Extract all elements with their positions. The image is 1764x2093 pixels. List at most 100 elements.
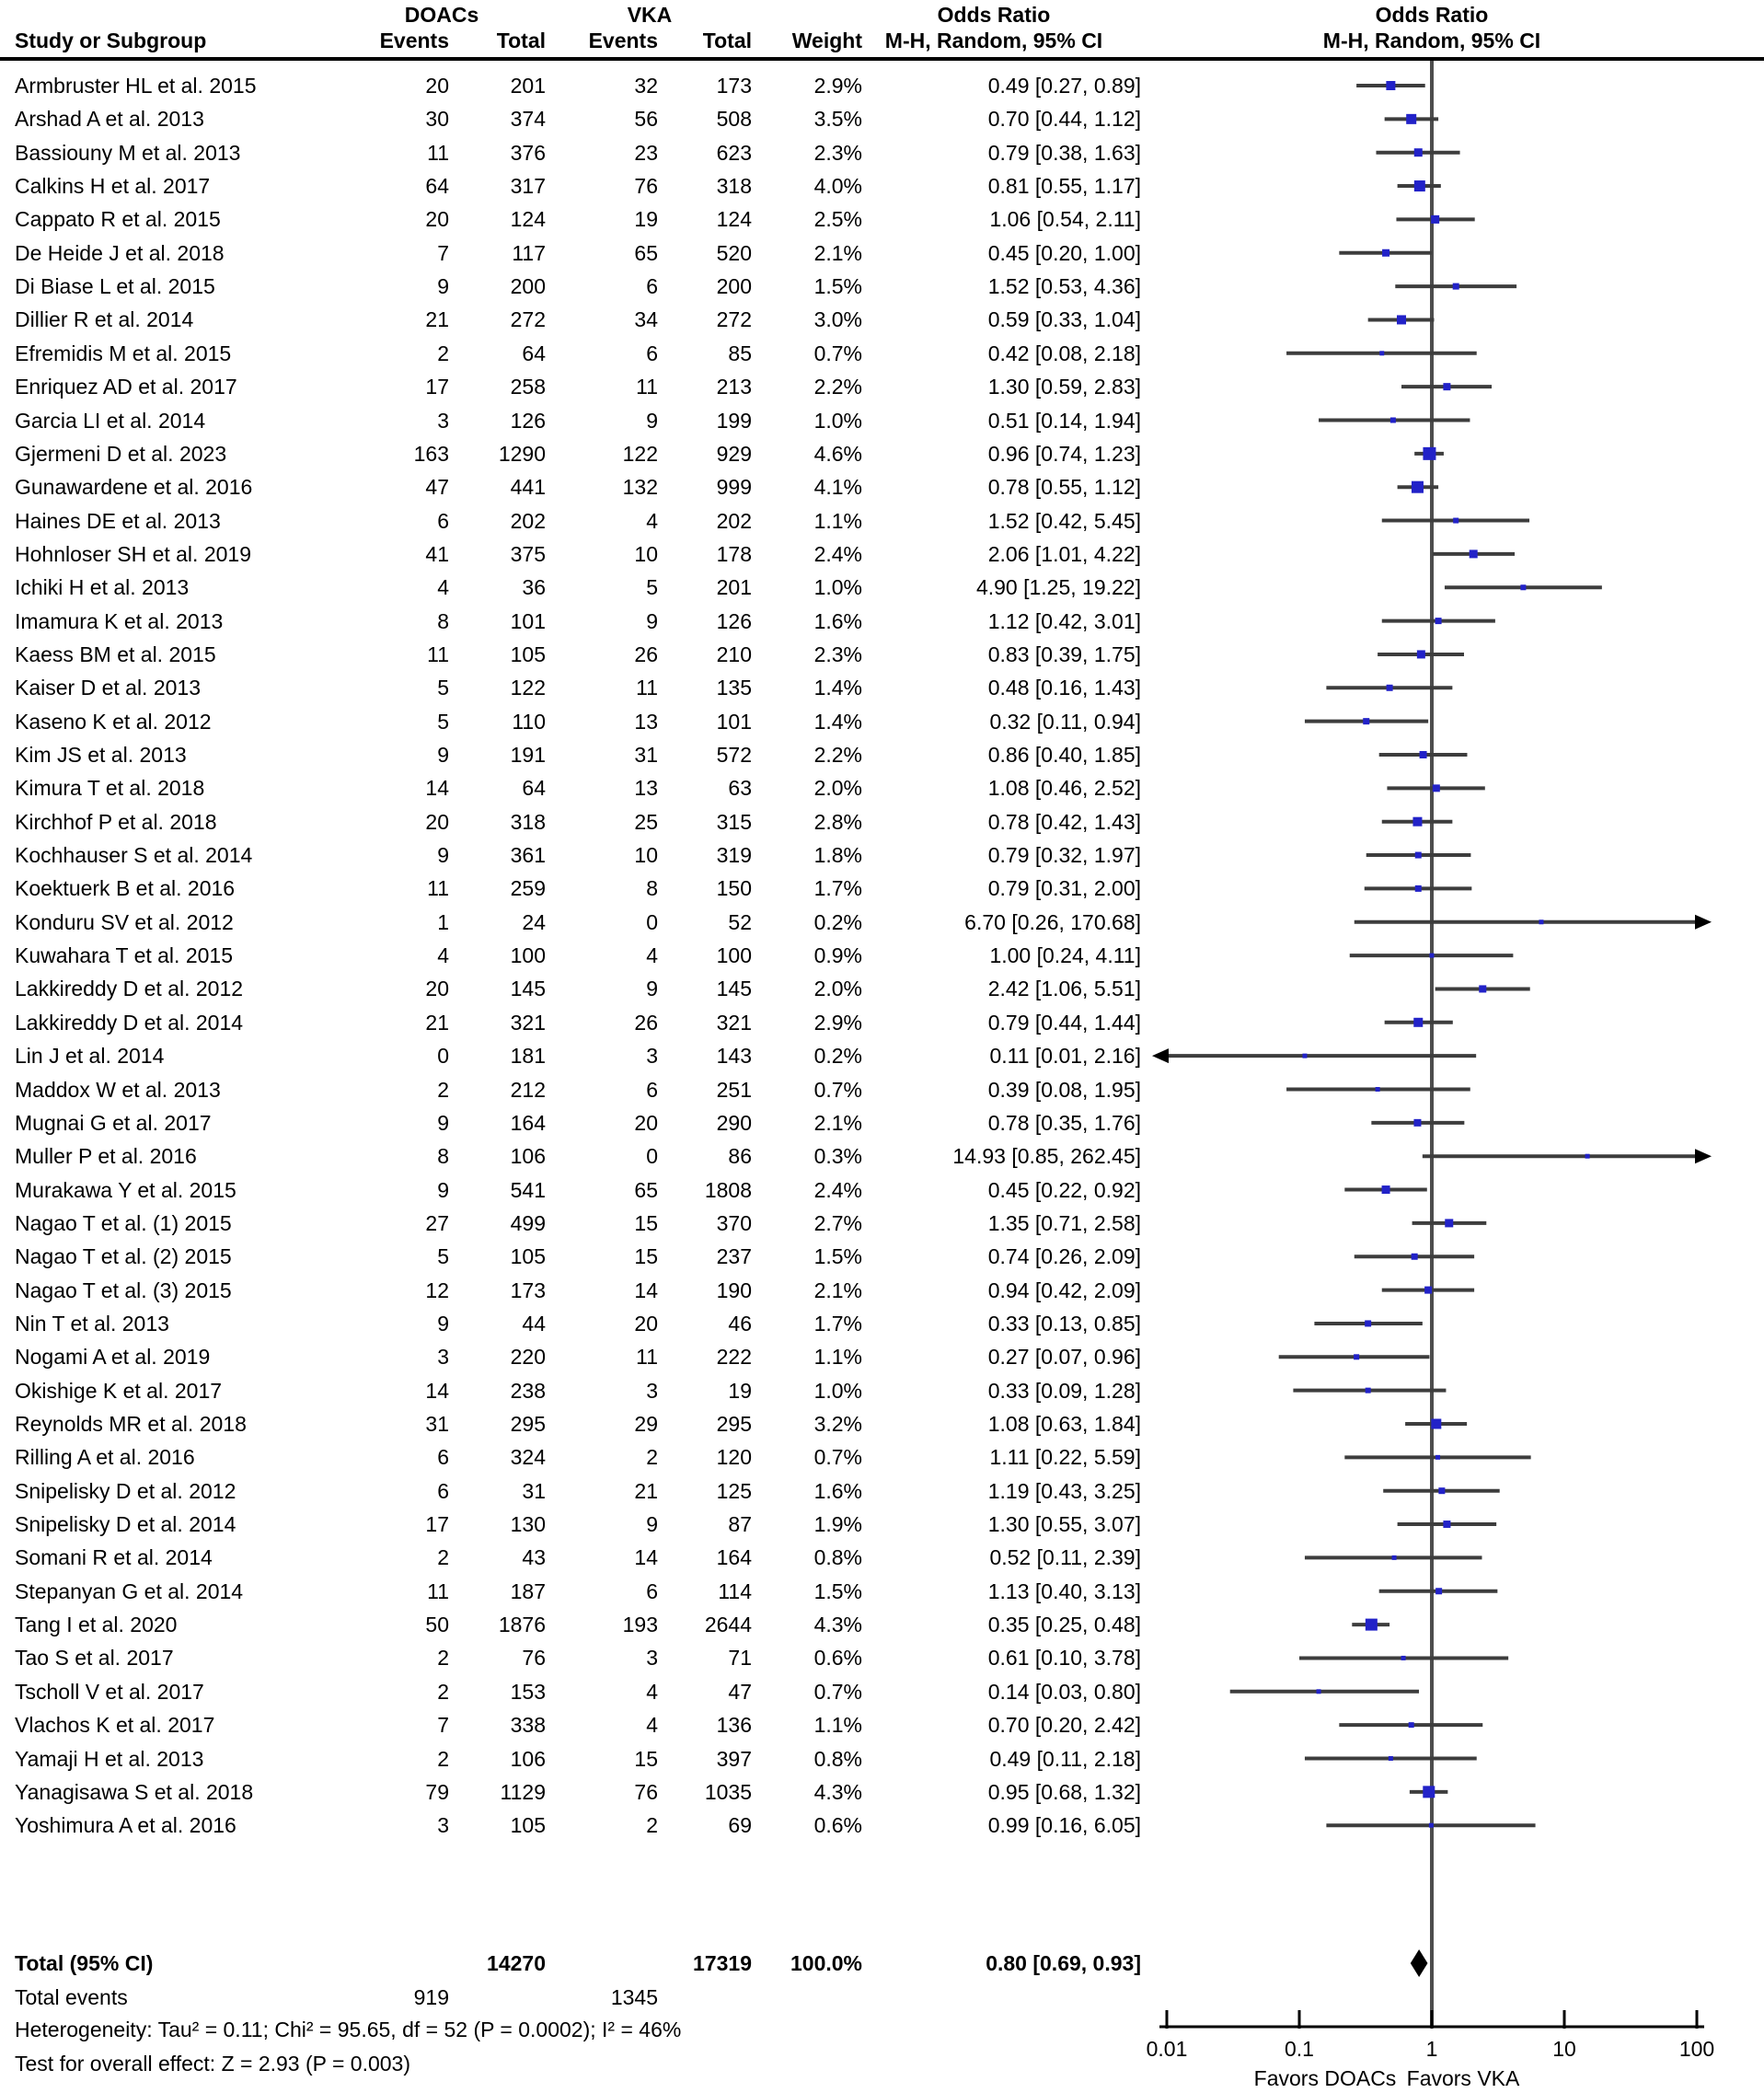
doacs-total-value: 106: [510, 1144, 546, 1169]
study-row: Kaiser D et al. 2013 5 122 11 135 1.4% 0.48 [0…: [0, 671, 1764, 704]
doacs-total-value: 318: [510, 809, 546, 834]
or-point-marker: [1365, 1387, 1371, 1393]
study-row: Tang I et al. 2020 50 1876 193 2644 4.3% 0.35 …: [0, 1608, 1764, 1641]
doacs-total-value: 110: [512, 709, 546, 734]
vka-events-value: 76: [634, 174, 658, 199]
study-name: Haines DE et al. 2013: [15, 508, 221, 533]
or-ci-text: 1.52 [0.42, 5.45]: [987, 508, 1141, 533]
or-point-marker: [1419, 751, 1427, 758]
doacs-total-value: 44: [522, 1311, 546, 1336]
weight-value: 2.0%: [813, 776, 862, 801]
or-point-marker: [1435, 618, 1442, 625]
doacs-events-value: 5: [437, 676, 449, 700]
doacs-events-value: 2: [437, 1545, 449, 1570]
vka-events-value: 0: [646, 1144, 658, 1169]
or-ci-text: 0.79 [0.38, 1.63]: [987, 140, 1141, 165]
vka-total-value: 124: [716, 207, 752, 232]
or-ci-text: 0.83 [0.39, 1.75]: [987, 642, 1141, 666]
doacs-events-value: 20: [425, 809, 449, 834]
doacs-total-value: 1129: [500, 1779, 546, 1804]
study-row: De Heide J et al. 2018 7 117 65 520 2.1% 0.45 …: [0, 237, 1764, 270]
or-ci-text: 0.33 [0.13, 0.85]: [987, 1311, 1141, 1336]
or-point-marker: [1435, 1588, 1443, 1595]
study-name: Arshad A et al. 2013: [15, 107, 204, 132]
vka-total-value: 87: [728, 1512, 752, 1537]
total-doacs-n: 14270: [487, 1951, 546, 1975]
vka-events-value: 65: [634, 240, 658, 265]
doacs-total-value: 376: [510, 140, 546, 165]
or-ci-text: 0.39 [0.08, 1.95]: [987, 1077, 1141, 1102]
doacs-total-value: 324: [510, 1445, 546, 1470]
doacs-total-value: 100: [510, 943, 546, 968]
weight-value: 2.9%: [813, 74, 862, 98]
or-point-marker: [1397, 315, 1407, 325]
weight-value: 0.6%: [813, 1813, 862, 1838]
or-ci-text: 0.79 [0.44, 1.44]: [987, 1010, 1141, 1035]
study-row: Mugnai G et al. 2017 9 164 20 290 2.1% 0.78 [0…: [0, 1106, 1764, 1139]
or-ci-text: 0.79 [0.31, 2.00]: [987, 876, 1141, 901]
study-name: Kirchhof P et al. 2018: [15, 809, 217, 834]
or-ci-text: 1.08 [0.63, 1.84]: [987, 1412, 1141, 1436]
vka-events-value: 3: [646, 1378, 658, 1403]
vka-total-value: 63: [728, 776, 752, 801]
study-row: Okishige K et al. 2017 14 238 3 19 1.0% 0.33 […: [0, 1374, 1764, 1407]
vka-total-value: 164: [716, 1545, 752, 1570]
weight-value: 2.3%: [813, 140, 862, 165]
vka-events-value: 5: [646, 575, 658, 600]
or-point-marker: [1413, 180, 1425, 192]
study-row: Vlachos K et al. 2017 7 338 4 136 1.1% 0.70 [0…: [0, 1708, 1764, 1741]
total-events-doacs: 919: [413, 1985, 449, 2009]
or-point-marker: [1423, 446, 1436, 460]
study-row: Tscholl V et al. 2017 2 153 4 47 0.7% 0.14 [0.…: [0, 1675, 1764, 1708]
study-name: Yanagisawa S et al. 2018: [15, 1779, 254, 1804]
doacs-total-value: 321: [510, 1010, 546, 1035]
doacs-events-value: 6: [437, 508, 449, 533]
vka-total-value: 202: [716, 508, 752, 533]
or-ci-text: 1.06 [0.54, 2.11]: [989, 207, 1141, 232]
column-header-doacs-total: Total: [496, 29, 546, 52]
study-row: Tao S et al. 2017 2 76 3 71 0.6% 0.61 [0.10, 3…: [0, 1641, 1764, 1674]
weight-value: 0.2%: [813, 909, 862, 934]
study-name: Mugnai G et al. 2017: [15, 1110, 212, 1135]
weight-value: 4.0%: [813, 174, 862, 199]
header-divider: [0, 57, 1764, 61]
or-point-marker: [1438, 1487, 1446, 1495]
vka-events-value: 193: [622, 1613, 658, 1637]
or-point-marker: [1443, 1521, 1451, 1529]
group-header-vka: VKA: [627, 3, 673, 27]
or-point-marker: [1381, 1185, 1390, 1195]
vka-total-value: 52: [728, 909, 752, 934]
or-ci-text: 0.32 [0.11, 0.94]: [989, 709, 1141, 734]
vka-events-value: 2: [646, 1445, 658, 1470]
weight-value: 0.8%: [813, 1545, 862, 1570]
study-row: Di Biase L et al. 2015 9 200 6 200 1.5% 1.52 […: [0, 270, 1764, 303]
or-ci-text: 1.11 [0.22, 5.59]: [989, 1445, 1141, 1470]
vka-total-value: 125: [716, 1478, 752, 1503]
vka-total-value: 178: [716, 541, 752, 566]
total-weight: 100.0%: [790, 1951, 862, 1975]
doacs-events-value: 6: [437, 1445, 449, 1470]
study-name: Nagao T et al. (1) 2015: [15, 1210, 232, 1235]
doacs-total-value: 105: [510, 1813, 546, 1838]
doacs-total-value: 145: [510, 977, 546, 1001]
study-row: Gunawardene et al. 2016 47 441 132 999 4.1% 0.…: [0, 470, 1764, 503]
or-point-marker: [1363, 718, 1370, 725]
doacs-total-value: 200: [510, 274, 546, 299]
weight-value: 3.2%: [813, 1412, 862, 1436]
study-row: Haines DE et al. 2013 6 202 4 202 1.1% 1.52 [0…: [0, 504, 1764, 538]
doacs-total-value: 101: [510, 608, 546, 633]
or-ci-text: 0.61 [0.10, 3.78]: [987, 1646, 1141, 1671]
or-point-marker: [1479, 985, 1487, 993]
study-name: Kimura T et al. 2018: [15, 776, 205, 801]
or-ci-text: 0.79 [0.32, 1.97]: [987, 843, 1141, 868]
vka-events-value: 14: [634, 1278, 658, 1302]
vka-events-value: 4: [646, 1679, 658, 1704]
vka-events-value: 19: [634, 207, 658, 232]
doacs-total-value: 173: [510, 1278, 546, 1302]
weight-value: 4.1%: [813, 475, 862, 500]
axis-tick-label: 0.01: [1146, 2037, 1188, 2061]
total-or-ci: 0.80 [0.69, 0.93]: [986, 1951, 1141, 1975]
or-ci-text: 0.45 [0.20, 1.00]: [987, 240, 1141, 265]
doacs-events-value: 9: [437, 1311, 449, 1336]
